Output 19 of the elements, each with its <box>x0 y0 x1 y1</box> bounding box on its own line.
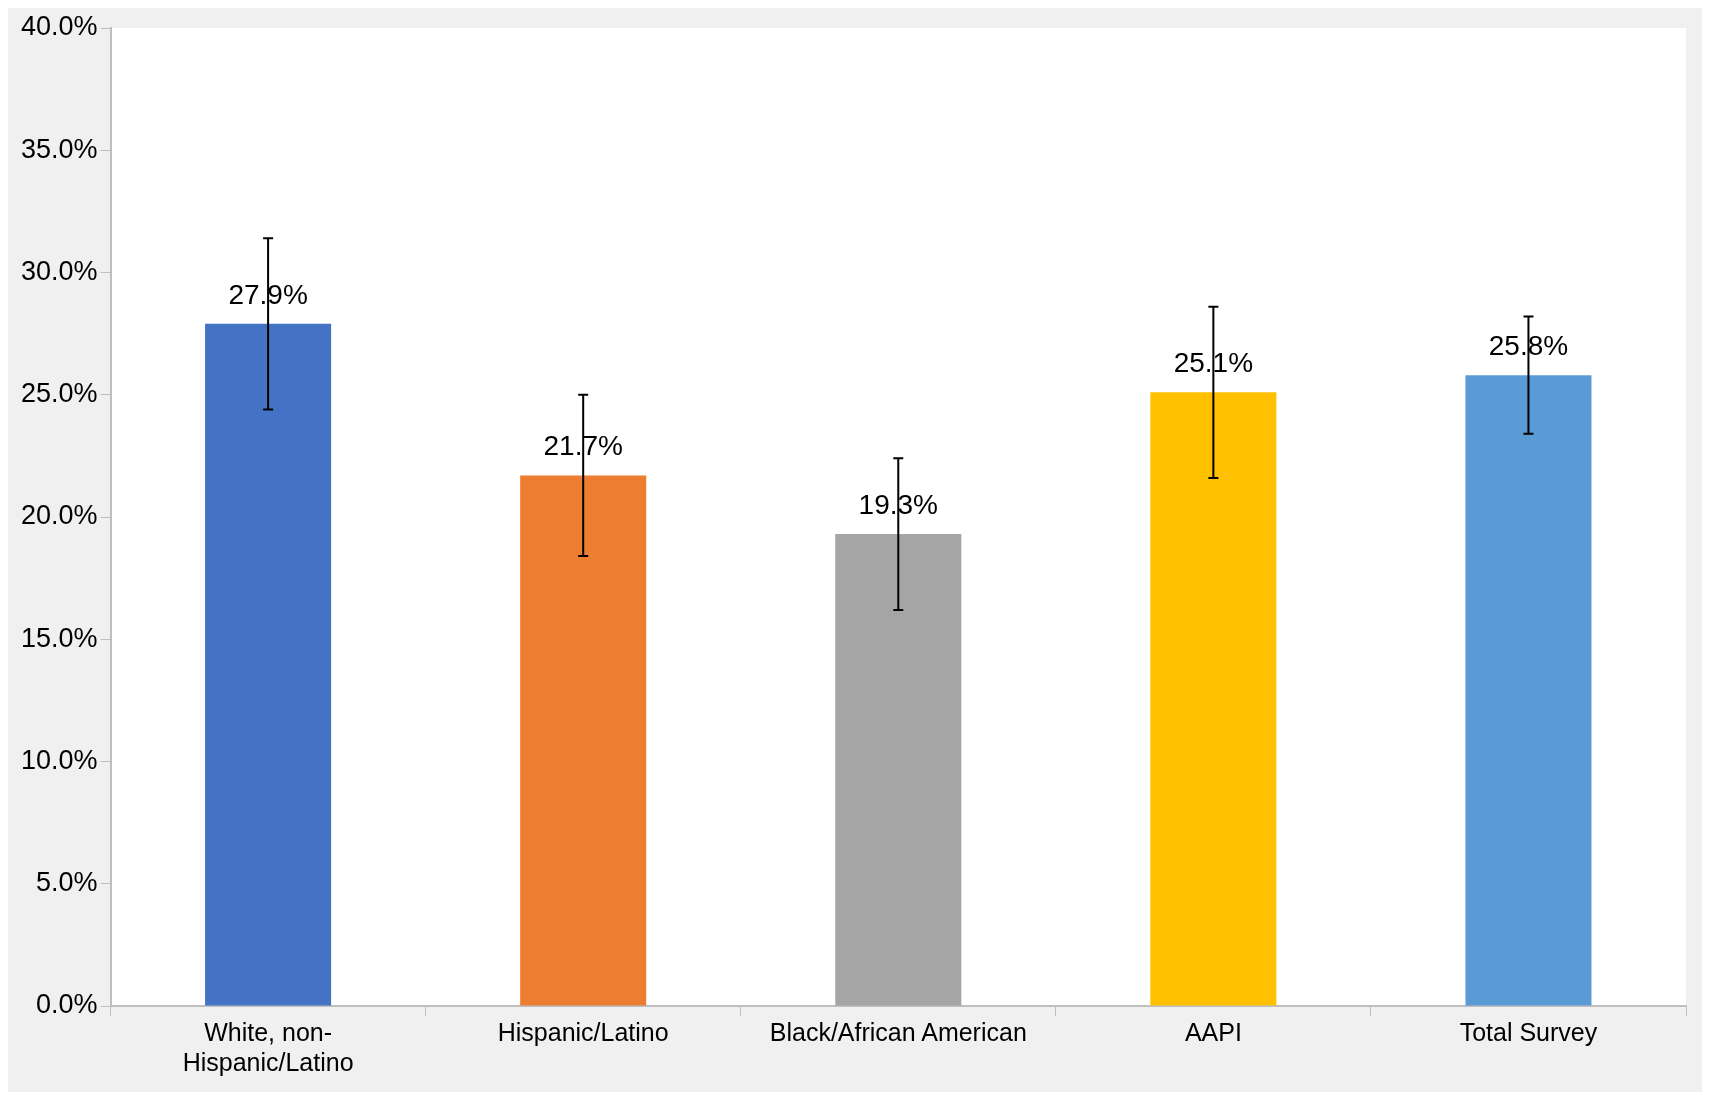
y-tick-label: 5.0% <box>36 867 98 898</box>
x-tick-label: Black/African American <box>769 1017 1027 1046</box>
y-tick-label: 30.0% <box>20 255 98 286</box>
bar <box>1465 375 1592 1006</box>
bar <box>835 534 962 1006</box>
y-tick-label: 10.0% <box>20 744 98 775</box>
y-tick-label: 25.0% <box>20 378 98 409</box>
x-tick-label: AAPI <box>1184 1017 1242 1046</box>
y-tick-label: 40.0% <box>20 11 98 42</box>
y-tick-label: 20.0% <box>20 500 98 531</box>
y-tick-label: 35.0% <box>20 133 98 164</box>
y-tick-label: 0.0% <box>36 989 98 1020</box>
x-tick-label: White, non-Hispanic/Latino <box>182 1017 354 1076</box>
x-tick-label: Total Survey <box>1459 1017 1598 1046</box>
bar <box>205 323 332 1006</box>
bar <box>520 475 647 1006</box>
y-tick-label: 15.0% <box>20 622 98 653</box>
x-tick-label: Hispanic/Latino <box>497 1017 669 1046</box>
bar <box>1150 392 1277 1006</box>
